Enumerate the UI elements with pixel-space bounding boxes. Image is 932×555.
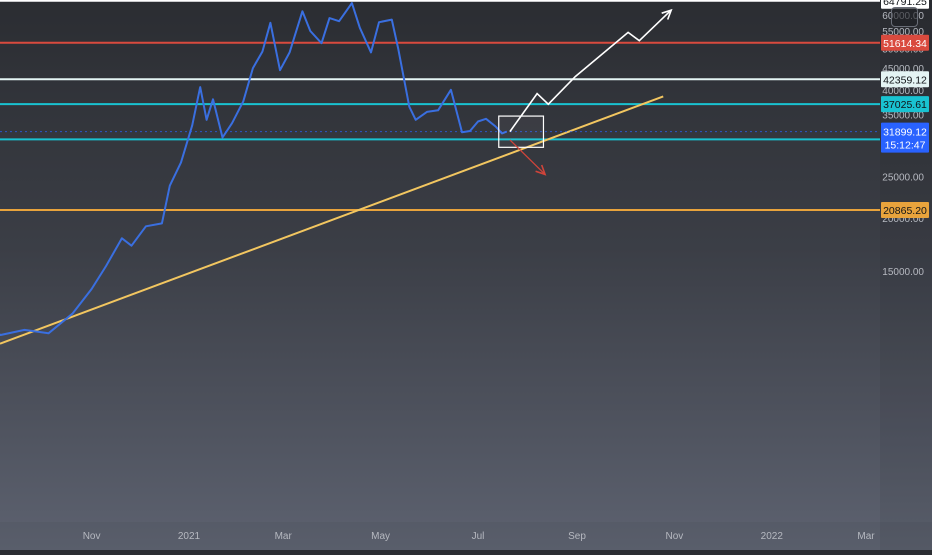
x-tick-label: Mar [857, 531, 875, 542]
y-tick-label: 45000.00 [882, 64, 924, 75]
level-price-label-bg [881, 202, 929, 219]
chart-settings-button[interactable] [891, 7, 918, 27]
price-axis-panel[interactable] [880, 0, 932, 550]
x-tick-label: Mar [275, 531, 293, 542]
level-price-label: 64791.25 [883, 0, 927, 8]
level-price-label: 42359.12 [883, 74, 927, 86]
bullish-projection-path [509, 9, 672, 133]
y-tick-label: 25000.00 [882, 173, 924, 184]
projection-arrowhead [661, 8, 673, 20]
x-tick-label: May [371, 531, 390, 542]
level-price-label: 51614.34 [883, 38, 927, 50]
y-tick-label: 35000.00 [882, 110, 924, 121]
highlight-box [498, 115, 545, 148]
bearish-arrowhead [535, 164, 547, 176]
bearish-arrow-line [509, 139, 546, 175]
y-tick-label: 15000.00 [882, 267, 924, 278]
level-price-label: 37025.61 [883, 99, 927, 111]
x-tick-label: 2022 [761, 531, 784, 542]
level-price-label: 20865.20 [883, 205, 927, 217]
last-price-badge [881, 122, 929, 153]
support-trendline [0, 95, 664, 345]
y-tick-label: 40000.00 [882, 86, 924, 97]
y-tick-label: 20000.00 [882, 214, 924, 225]
time-axis-panel[interactable] [0, 522, 932, 550]
level-price-label-bg [881, 0, 929, 9]
x-tick-label: Jul [472, 531, 485, 542]
level-price-label-bg [881, 34, 929, 51]
x-tick-label: Sep [568, 531, 586, 542]
x-tick-label: Nov [83, 531, 101, 542]
countdown-label: 15:12:47 [885, 140, 926, 152]
x-tick-label: 2021 [178, 531, 201, 542]
price-series-line [0, 2, 508, 336]
level-price-label-bg [881, 96, 929, 113]
x-tick-label: Nov [665, 531, 683, 542]
y-tick-label: 55000.00 [882, 27, 924, 38]
last-price-label: 31899.12 [883, 127, 927, 139]
level-price-label-bg [881, 71, 929, 88]
